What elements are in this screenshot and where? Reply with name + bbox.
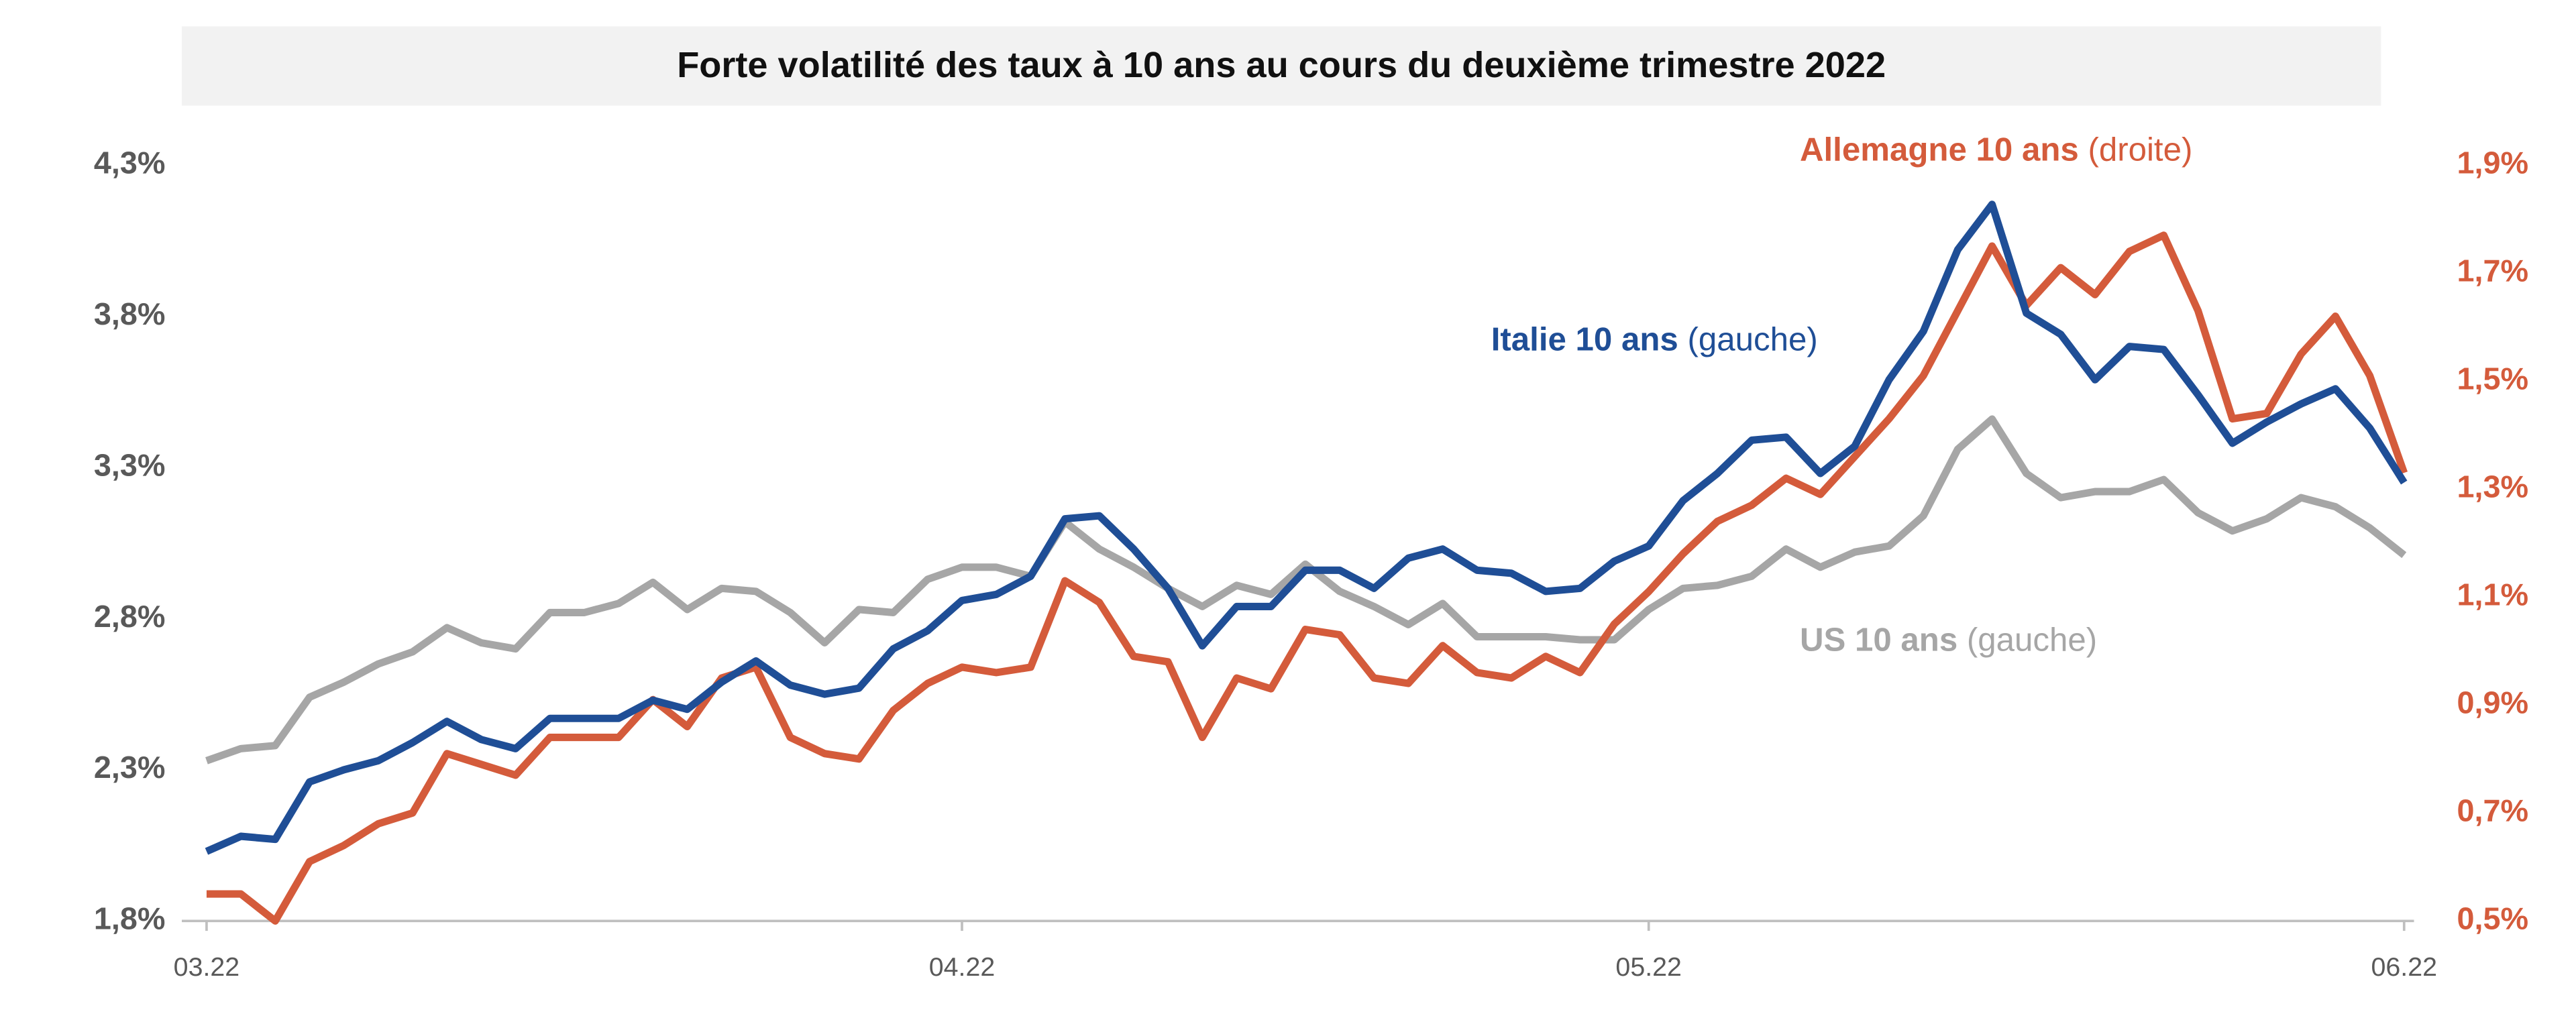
x-tick-label: 05.22 [1615, 952, 1682, 982]
x-tick-label: 04.22 [929, 952, 996, 982]
y-tick-label: 2,8% [94, 599, 166, 634]
y-tick-label: 4,3% [94, 145, 166, 180]
y-tick-label: 3,3% [94, 447, 166, 482]
series-axis-note: (droite) [2088, 131, 2192, 168]
y2-tick-label: 0,5% [2457, 901, 2529, 936]
y-tick-label: 1,8% [94, 901, 166, 936]
y2-tick-label: 1,7% [2457, 253, 2529, 288]
y2-tick-label: 1,9% [2457, 145, 2529, 180]
series-axis-note: (gauche) [1967, 621, 2097, 658]
series-line [205, 201, 2408, 855]
y2-tick-label: 0,9% [2457, 685, 2529, 720]
y2-tick-label: 1,1% [2457, 577, 2529, 612]
x-tick-label: 06.22 [2371, 952, 2437, 982]
y2-tick-label: 1,3% [2457, 469, 2529, 504]
series-name: Italie 10 ans [1491, 321, 1678, 357]
y-tick-label: 2,3% [94, 750, 166, 785]
series-line [205, 415, 2407, 764]
series-label: US 10 ans (gauche) [1800, 621, 2097, 658]
title-box [182, 26, 2381, 106]
x-tick-label: 03.22 [174, 952, 240, 982]
y-tick-label: 3,8% [94, 296, 166, 331]
series-axis-note: (gauche) [1687, 321, 1817, 357]
y2-tick-label: 0,7% [2457, 793, 2529, 828]
series-name: US 10 ans [1800, 621, 1957, 658]
series-label: Italie 10 ans (gauche) [1491, 321, 1818, 357]
y2-tick-label: 1,5% [2457, 361, 2529, 396]
chart-title: Forte volatilité des taux à 10 ans au co… [677, 45, 1886, 85]
series-line [206, 231, 2408, 925]
series-name: Allemagne 10 ans [1800, 131, 2079, 168]
series-label: Allemagne 10 ans (droite) [1800, 131, 2192, 168]
